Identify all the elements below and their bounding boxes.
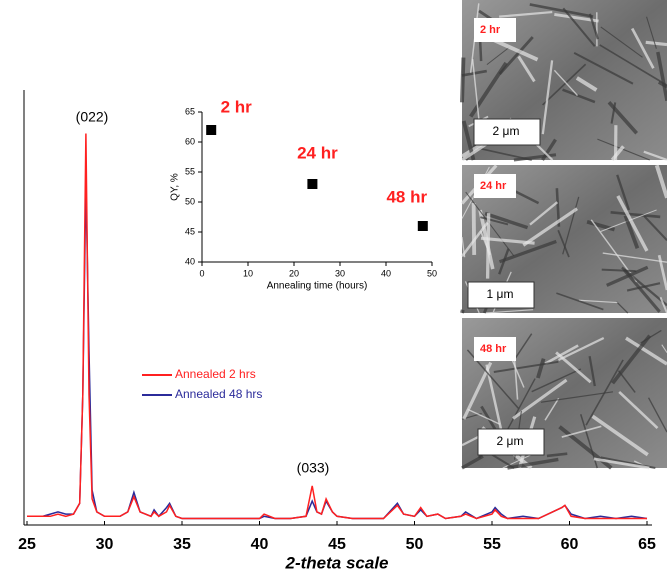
x-axis-label: 2-theta scale (285, 553, 389, 572)
inset-y-tick-label: 40 (185, 256, 195, 266)
x-tick-label: 50 (406, 536, 424, 553)
inset-x-tick-label: 30 (335, 268, 345, 278)
inset-point-label: 2 hr (221, 97, 253, 116)
x-tick-label: 30 (96, 536, 114, 553)
inset-x-tick-label: 10 (243, 268, 253, 278)
sem-texture (488, 213, 489, 279)
x-tick-label: 25 (18, 536, 36, 553)
inset-y-tick-label: 50 (185, 196, 195, 206)
x-tick-label: 60 (561, 536, 579, 553)
sem-texture (462, 310, 463, 313)
inset-point (206, 125, 216, 135)
inset-x-tick-label: 20 (289, 268, 299, 278)
inset-x-tick-label: 50 (427, 268, 437, 278)
x-tick-label: 35 (173, 536, 191, 553)
inset-y-tick-label: 55 (185, 166, 195, 176)
sem-scale: 2 μm (493, 124, 520, 138)
inset-x-tick-label: 40 (381, 268, 391, 278)
legend-label: Annealed 2 hrs (175, 367, 256, 381)
inset-point (418, 221, 428, 231)
peak-annotation: (033) (297, 460, 330, 476)
inset-x-axis-label: Annealing time (hours) (267, 281, 368, 292)
sem-scale: 1 μm (487, 287, 514, 301)
x-tick-label: 65 (638, 536, 656, 553)
sem-label: 48 hr (480, 343, 507, 355)
sem-texture (474, 203, 475, 255)
inset-point-label: 48 hr (386, 187, 427, 206)
inset-y-tick-label: 60 (185, 136, 195, 146)
inset-y-axis-label: QY, % (170, 173, 181, 201)
sem-texture (462, 58, 463, 103)
inset-point (307, 179, 317, 189)
x-tick-label: 45 (328, 536, 346, 553)
x-tick-label: 40 (251, 536, 269, 553)
x-tick-label: 55 (483, 536, 501, 553)
sem-label: 2 hr (480, 24, 501, 36)
peak-annotation: (022) (76, 109, 109, 125)
inset-x-tick-label: 0 (199, 268, 204, 278)
legend-label: Annealed 48 hrs (175, 387, 262, 401)
figure: 2 hr 2 μm 24 hr 1 μm 48 hr 2 μm 25 30 35 40 45 50 55… (0, 0, 667, 574)
inset-y-tick-label: 45 (185, 226, 195, 236)
sem-scale: 2 μm (497, 434, 524, 448)
inset-point-label: 24 hr (297, 143, 338, 162)
inset-y-tick-label: 65 (185, 106, 195, 116)
sem-label: 24 hr (480, 180, 507, 192)
